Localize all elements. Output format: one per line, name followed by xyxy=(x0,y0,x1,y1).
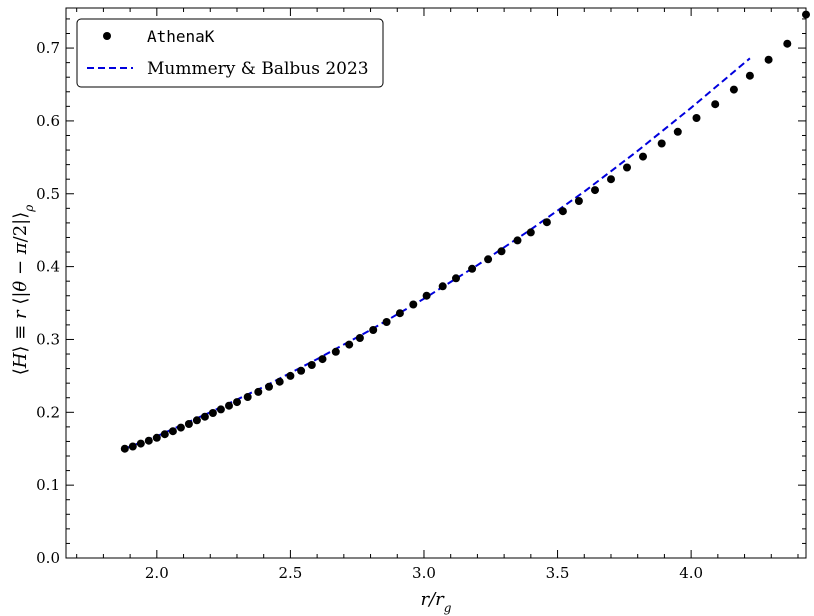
axis-ticks: 2.0 2.5 3.0 3.5 4.0 0.0 0.1 0.2 0.3 0.4 0.5 0.6 0.7 xyxy=(36,8,806,582)
data-point-athenak xyxy=(355,334,364,342)
data-point-athenak xyxy=(152,433,161,442)
data-point-athenak xyxy=(286,371,295,380)
series-line-mummery-balbus xyxy=(124,57,751,450)
data-point-athenak xyxy=(657,139,666,148)
legend: AthenaK Mummery & Balbus 2023 xyxy=(76,18,384,88)
data-point-athenak xyxy=(265,382,273,391)
data-point-athenak xyxy=(438,282,447,291)
plot-frame xyxy=(65,7,807,559)
data-point-athenak xyxy=(168,427,177,436)
data-point-athenak xyxy=(225,401,233,410)
x-tick-label: 4.0 xyxy=(679,564,703,582)
data-point-athenak xyxy=(136,439,145,448)
data-point-athenak xyxy=(409,300,418,309)
data-point-athenak xyxy=(331,347,340,356)
data-point-athenak xyxy=(422,291,431,300)
data-point-athenak xyxy=(144,436,153,445)
data-point-athenak xyxy=(160,430,169,439)
data-point-athenak xyxy=(128,442,137,451)
data-point-athenak xyxy=(692,114,701,122)
data-point-athenak xyxy=(208,409,217,417)
y-tick-label: 0.1 xyxy=(36,476,60,494)
data-point-athenak xyxy=(802,10,810,19)
data-point-athenak xyxy=(745,71,754,80)
legend-label-mummery: Mummery & Balbus 2023 xyxy=(147,59,369,79)
data-point-athenak xyxy=(176,423,185,432)
data-point-athenak xyxy=(120,444,129,453)
data-point-athenak xyxy=(574,197,583,205)
data-point-athenak xyxy=(729,85,738,94)
data-point-athenak xyxy=(345,340,354,349)
data-point-athenak xyxy=(623,163,631,172)
x-tick-label: 3.0 xyxy=(412,564,436,582)
data-point-athenak xyxy=(395,309,404,318)
y-tick-label: 0.3 xyxy=(36,330,60,348)
data-point-athenak xyxy=(711,100,720,109)
data-point-athenak xyxy=(452,274,460,283)
data-point-athenak xyxy=(764,55,773,64)
x-axis-label: r/rg xyxy=(421,589,452,615)
y-tick-label: 0.6 xyxy=(36,112,60,130)
x-tick-label: 3.5 xyxy=(546,564,570,582)
data-point-athenak xyxy=(184,420,193,428)
data-point-athenak xyxy=(318,355,327,364)
data-point-athenak xyxy=(192,416,201,425)
y-tick-label: 0.2 xyxy=(36,403,60,421)
data-point-athenak xyxy=(526,228,535,237)
y-tick-label: 0.5 xyxy=(36,185,60,203)
legend-box xyxy=(76,18,384,88)
legend-label-athenak: AthenaK xyxy=(147,27,215,46)
data-point-athenak xyxy=(233,398,241,407)
data-point-athenak xyxy=(484,255,493,264)
x-tick-label: 2.5 xyxy=(278,564,302,582)
data-point-athenak xyxy=(382,318,391,326)
data-point-athenak xyxy=(243,393,252,401)
y-axis-label: ⟨H⟩ ≡ r ⟨|θ − π/2|⟩ρ xyxy=(10,205,36,376)
data-point-athenak xyxy=(369,326,378,334)
data-point-athenak xyxy=(783,39,792,48)
data-point-athenak xyxy=(497,247,506,256)
y-tick-label: 0.4 xyxy=(36,258,60,276)
data-point-athenak xyxy=(542,218,551,227)
legend-marker-athenak xyxy=(103,32,111,40)
data-point-athenak xyxy=(591,186,599,195)
y-tick-label: 0.0 xyxy=(36,549,60,567)
x-tick-label: 2.0 xyxy=(145,564,169,582)
data-point-athenak xyxy=(607,175,615,184)
simulation-points-layer xyxy=(120,10,810,453)
data-point-athenak xyxy=(639,152,647,161)
data-point-athenak xyxy=(297,366,306,375)
data-point-athenak xyxy=(275,377,284,386)
plot-area-border xyxy=(65,7,807,559)
data-point-athenak xyxy=(513,236,522,245)
data-point-athenak xyxy=(558,207,567,216)
data-point-athenak xyxy=(254,387,263,396)
data-point-athenak xyxy=(673,127,682,136)
y-tick-label: 0.7 xyxy=(36,39,60,57)
data-point-athenak xyxy=(200,412,209,421)
data-point-athenak xyxy=(468,264,477,273)
data-point-athenak xyxy=(216,405,225,414)
model-curve-layer xyxy=(124,57,751,450)
data-point-athenak xyxy=(307,361,316,369)
